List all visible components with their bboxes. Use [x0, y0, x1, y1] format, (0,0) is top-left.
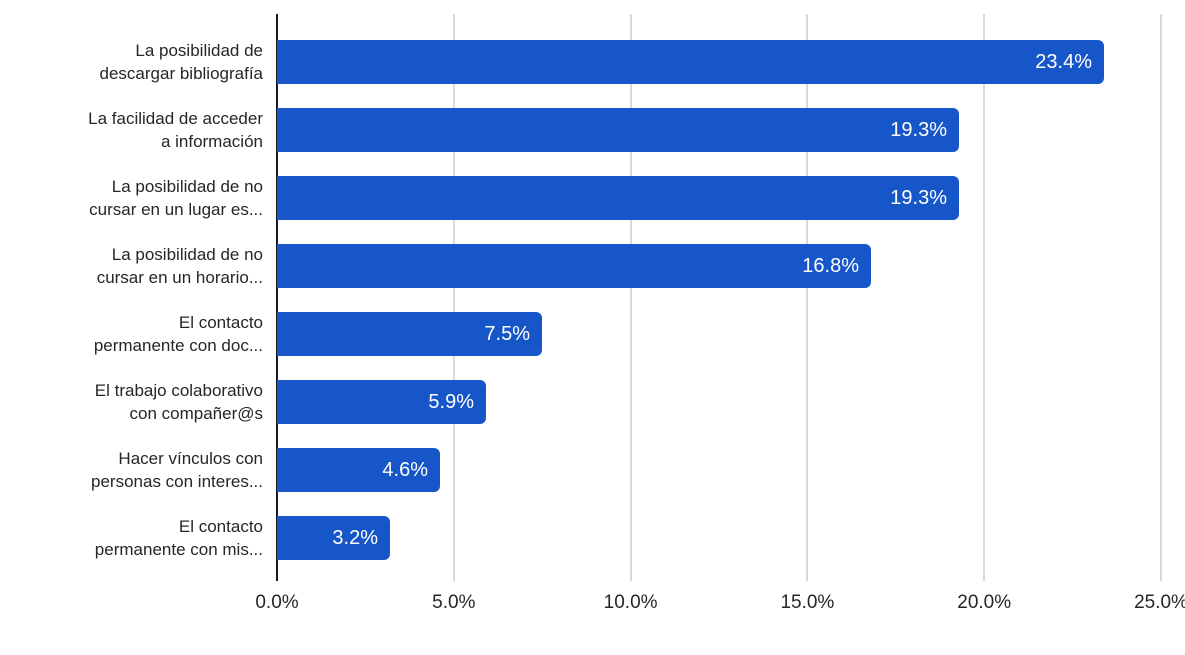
category-label-line: La facilidad de acceder	[88, 109, 263, 128]
x-gridline	[983, 14, 986, 581]
bar: 23.4%	[277, 40, 1104, 84]
category-label: La facilidad de acceder a información	[0, 107, 263, 153]
category-label-line: a información	[160, 132, 263, 151]
category-label-line: con compañer@s	[129, 404, 264, 423]
x-axis-tick-labels: 0.0% 5.0% 10.0% 15.0% 20.0% 25.0%	[255, 591, 1185, 621]
bar: 4.6%	[277, 448, 440, 492]
category-axis-labels: La posibilidad de descargar bibliografía L…	[0, 14, 263, 581]
x-axis-tick-label: 0.0%	[255, 592, 299, 613]
y-axis-line	[276, 14, 278, 581]
category-label-line: permanente con doc...	[93, 336, 263, 355]
category-label-line: Hacer vínculos con	[118, 449, 263, 468]
x-axis-tick-label: 5.0%	[432, 592, 476, 613]
bar-value-label: 23.4%	[1035, 50, 1092, 73]
category-label: La posibilidad de descargar bibliografía	[0, 39, 263, 85]
bar: 19.3%	[277, 108, 959, 152]
bar-value-label: 7.5%	[484, 322, 530, 345]
category-label-line: El contacto	[178, 313, 263, 332]
category-label-line: La posibilidad de no	[111, 245, 263, 264]
bar-value-label: 16.8%	[802, 254, 859, 277]
category-label-line: cursar en un horario...	[96, 268, 263, 287]
category-label-line: personas con interes...	[91, 472, 263, 491]
plot-area: 23.4% 19.3% 19.3% 16.8% 7.5% 5.9% 4.6% 3.2%	[276, 14, 1162, 581]
category-label-line: El trabajo colaborativo	[94, 381, 263, 400]
category-label: El contacto permanente con doc...	[0, 311, 263, 357]
bar-value-label: 5.9%	[428, 390, 474, 413]
bar: 16.8%	[277, 244, 871, 288]
bar: 5.9%	[277, 380, 486, 424]
category-label-line: La posibilidad de no	[111, 177, 263, 196]
x-axis-tick-label: 25.0%	[1134, 592, 1185, 613]
bar: 7.5%	[277, 312, 542, 356]
bar-value-label: 3.2%	[332, 526, 378, 549]
category-label: El contacto permanente con mis...	[0, 515, 263, 561]
category-label: La posibilidad de no cursar en un horario…	[0, 243, 263, 289]
category-label: Hacer vínculos con personas con interes..…	[0, 447, 263, 493]
category-label-line: El contacto	[178, 517, 263, 536]
category-label-line: descargar bibliografía	[99, 64, 263, 83]
category-label: La posibilidad de no cursar en un lugar e…	[0, 175, 263, 221]
category-label-line: cursar en un lugar es...	[89, 200, 263, 219]
category-label-line: La posibilidad de	[135, 41, 263, 60]
x-gridline	[806, 14, 809, 581]
bar-value-label: 19.3%	[890, 186, 947, 209]
bar-value-label: 4.6%	[382, 458, 428, 481]
bar: 19.3%	[277, 176, 959, 220]
bar-value-label: 19.3%	[890, 118, 947, 141]
x-axis-tick-label: 10.0%	[603, 592, 658, 613]
x-gridline	[1160, 14, 1162, 581]
category-label: El trabajo colaborativo con compañer@s	[0, 379, 263, 425]
x-gridline	[629, 14, 632, 581]
x-gridline	[452, 14, 455, 581]
bar: 3.2%	[277, 516, 390, 560]
x-axis-tick-label: 15.0%	[780, 592, 835, 613]
x-axis-tick-label: 20.0%	[957, 592, 1012, 613]
category-label-line: permanente con mis...	[94, 540, 263, 559]
